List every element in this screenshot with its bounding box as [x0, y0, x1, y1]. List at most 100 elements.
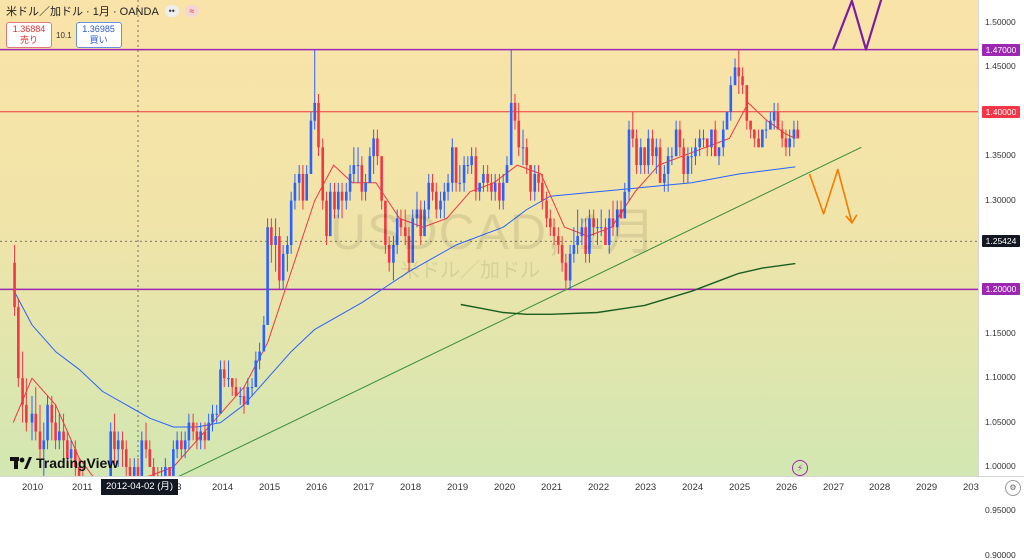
- candle-body: [353, 165, 356, 174]
- candle-body: [42, 440, 45, 449]
- candle-body: [777, 112, 780, 130]
- candle-body: [628, 130, 631, 192]
- candle-body: [317, 103, 320, 147]
- candle-body: [235, 387, 238, 396]
- candle-body: [270, 227, 273, 245]
- candle-body: [251, 387, 254, 388]
- candle-body: [294, 183, 297, 201]
- candle-body: [698, 138, 701, 147]
- candle-body: [706, 138, 709, 147]
- candle-body: [796, 130, 799, 139]
- candle-body: [506, 165, 509, 183]
- candle-body: [325, 201, 328, 237]
- time-tick-label: 2025: [729, 482, 750, 493]
- candle-body: [722, 130, 725, 148]
- candle-body: [635, 138, 638, 165]
- time-tick-label: 2019: [447, 482, 468, 493]
- price-tick-label: 1.05000: [985, 417, 1016, 427]
- wave-icon[interactable]: ≈: [185, 5, 199, 17]
- candle-body: [710, 130, 713, 148]
- candle-body: [467, 165, 470, 166]
- candle-body: [455, 147, 458, 183]
- price-tick-label: 1.45000: [985, 61, 1016, 71]
- candle-body: [176, 440, 179, 449]
- candle-body: [290, 201, 293, 245]
- candle-body: [305, 174, 308, 201]
- candle-body: [31, 414, 34, 423]
- spread-value: 10.1: [56, 31, 72, 40]
- candle-body: [207, 423, 210, 441]
- scenario-up-arrow: [833, 0, 885, 50]
- candle-body: [58, 431, 61, 440]
- chart-legend-header: 米ドル／加ドル · 1月 · OANDA •• ≈: [6, 3, 199, 19]
- candle-body: [184, 440, 187, 449]
- candle-body: [702, 138, 705, 139]
- candle-body: [302, 174, 305, 201]
- settings-icon[interactable]: ⚙: [1005, 480, 1021, 496]
- candle-body: [682, 147, 685, 174]
- candle-body: [223, 369, 226, 378]
- candle-body: [21, 378, 24, 405]
- candle-body: [537, 174, 540, 183]
- candle-body: [172, 449, 175, 476]
- sell-price: 1.36884: [11, 24, 47, 35]
- tradingview-logo-icon: [10, 457, 32, 469]
- price-tick-label: 1.10000: [985, 372, 1016, 382]
- candle-body: [517, 121, 520, 148]
- candle-body: [565, 263, 568, 281]
- candle-body: [757, 138, 760, 147]
- time-tick-label: 2018: [400, 482, 421, 493]
- candle-body: [121, 440, 124, 449]
- candle-body: [631, 130, 634, 139]
- candle-body: [62, 431, 65, 440]
- candle-body: [263, 325, 266, 352]
- time-tick-label: 2010: [22, 482, 43, 493]
- time-tick-label: 2017: [353, 482, 374, 493]
- candle-body: [255, 360, 258, 387]
- price-tick-label: 0.90000: [985, 550, 1016, 560]
- tradingview-logo[interactable]: TradingView: [10, 455, 118, 471]
- candle-body: [266, 227, 269, 325]
- candle-body: [667, 156, 670, 174]
- candle-body: [690, 156, 693, 157]
- candle-body: [361, 165, 364, 192]
- symbol-title[interactable]: 米ドル／加ドル · 1月 · OANDA: [6, 3, 159, 19]
- candle-body: [376, 138, 379, 156]
- quote-panel: 1.36884 売り 10.1 1.36985 買い: [6, 22, 122, 48]
- sell-label: 売り: [11, 35, 47, 46]
- price-level-label: 1.40000: [982, 106, 1020, 118]
- price-tick-label: 1.00000: [985, 461, 1016, 471]
- candle-body: [247, 387, 250, 405]
- candle-body: [663, 174, 666, 183]
- candle-body: [168, 467, 171, 476]
- candle-body: [470, 156, 473, 165]
- candle-body: [54, 423, 57, 441]
- candle-body: [364, 183, 367, 192]
- price-tick-label: 1.35000: [985, 150, 1016, 160]
- candle-body: [50, 405, 53, 423]
- candle-body: [459, 183, 462, 184]
- price-tick-label: 1.30000: [985, 195, 1016, 205]
- more-icon[interactable]: ••: [165, 5, 179, 17]
- candle-body: [239, 396, 242, 397]
- bolt-icon[interactable]: ⚡: [792, 460, 808, 476]
- candle-body: [196, 431, 199, 440]
- candle-body: [145, 440, 148, 449]
- sell-button[interactable]: 1.36884 売り: [6, 22, 52, 48]
- candle-body: [149, 449, 152, 467]
- candle-body: [34, 414, 37, 432]
- candle-body: [231, 378, 234, 387]
- time-tick-label: 2011: [72, 482, 92, 493]
- candle-body: [529, 165, 532, 192]
- candle-body: [258, 352, 261, 361]
- buy-button[interactable]: 1.36985 買い: [76, 22, 122, 48]
- candle-body: [753, 130, 756, 139]
- candle-body: [651, 138, 654, 156]
- candle-body: [133, 467, 136, 476]
- candle-body: [687, 156, 690, 174]
- candle-body: [188, 423, 191, 441]
- candle-body: [793, 130, 796, 139]
- candle-body: [321, 147, 324, 200]
- candle-body: [211, 414, 214, 423]
